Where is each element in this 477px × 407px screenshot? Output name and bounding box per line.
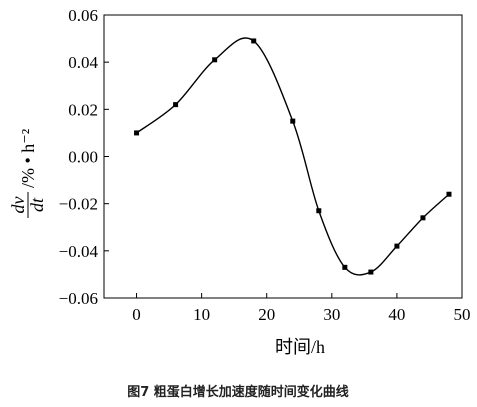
data-point [316, 208, 322, 214]
data-point [446, 191, 452, 197]
x-tick-label: 10 [193, 305, 210, 324]
figure-caption: 图7 粗蛋白增长加速度随时间变化曲线 [127, 384, 349, 400]
data-point [251, 38, 257, 44]
data-points [134, 38, 452, 275]
y-tick-label: −0.02 [59, 195, 98, 214]
x-axis-title: 时间/h [275, 337, 325, 357]
y-axis-title-numerator: dv [8, 197, 28, 214]
data-point [290, 118, 296, 124]
y-axis-ticks: 0.06 0.04 0.02 0.00 −0.02 −0.04 −0.06 [59, 6, 109, 308]
y-tick-label: −0.06 [59, 289, 98, 308]
data-point [394, 243, 400, 249]
data-point [368, 269, 374, 275]
x-tick-label: 30 [323, 305, 340, 324]
x-tick-label: 50 [454, 305, 471, 324]
plot-frame [103, 14, 463, 299]
y-tick-label: 0.06 [68, 6, 98, 25]
fit-curve [136, 37, 450, 276]
x-tick-label: 40 [388, 305, 405, 324]
y-tick-label: 0.04 [68, 53, 98, 72]
x-tick-label: 20 [258, 305, 275, 324]
y-tick-label: 0.02 [68, 100, 98, 119]
data-point [212, 57, 218, 63]
y-axis-title-unit: /% • h⁻² [18, 129, 38, 188]
y-axis-title-denominator: dt [27, 197, 47, 212]
y-tick-label: 0.00 [68, 148, 98, 167]
fit-curve-layer [136, 37, 450, 276]
data-point [173, 102, 179, 108]
x-axis-ticks: 0 10 20 30 40 50 [132, 293, 471, 324]
plot-area [103, 14, 463, 299]
y-tick-label: −0.04 [59, 242, 99, 261]
y-axis-title: dv dt /% • h⁻² [8, 129, 47, 218]
x-tick-label: 0 [132, 305, 141, 324]
data-point [134, 130, 140, 136]
data-point [420, 215, 426, 221]
data-point [342, 264, 348, 270]
